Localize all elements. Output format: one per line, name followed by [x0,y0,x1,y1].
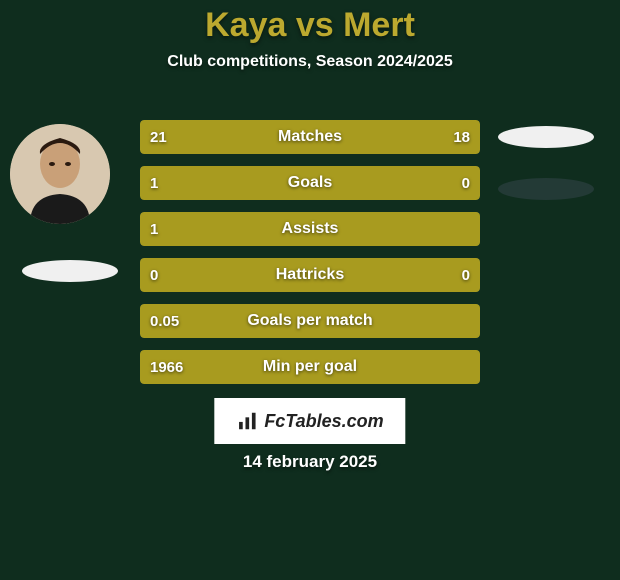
brand-text: FcTables.com [264,411,383,432]
footer-date: 14 february 2025 [0,452,620,472]
team-badge-ellipse-1 [22,260,118,282]
bar-label: Assists [140,212,480,246]
player-left-avatar [10,124,110,224]
bar-label: Min per goal [140,350,480,384]
team-badge-ellipse-3 [498,178,594,200]
bar-value-left: 0 [150,258,158,292]
stage: Kaya vs Mert Club competitions, Season 2… [0,0,620,580]
bar-row: Assists1 [140,212,480,246]
bar-row: Goals1 0 [140,166,480,200]
team-badge-ellipse-2 [498,126,594,148]
bar-value-left: 1 [150,166,158,200]
bar-label: Hattricks [140,258,480,292]
bar-row: Matches21 18 [140,120,480,154]
bar-value-left: 1 [150,212,158,246]
bar-value-right: 18 [453,120,470,154]
bar-label: Matches [140,120,480,154]
bar-label: Goals [140,166,480,200]
bar-value-right: 0 [462,166,470,200]
bar-value-left: 21 [150,120,167,154]
bar-value-left: 0.05 [150,304,179,338]
page-subtitle: Club competitions, Season 2024/2025 [0,53,620,71]
bar-chart-icon [236,410,258,432]
bar-row: Min per goal1966 [140,350,480,384]
comparison-bars: Matches2118Goals10Assists1Hattricks00Goa… [140,120,480,396]
bar-value-left: 1966 [150,350,183,384]
bar-value-right: 0 [462,258,470,292]
person-icon [10,124,110,224]
bar-row: Goals per match0.05 [140,304,480,338]
bar-label: Goals per match [140,304,480,338]
page-title: Kaya vs Mert [0,0,620,45]
bar-row: Hattricks0 0 [140,258,480,292]
brand-badge: FcTables.com [214,398,405,444]
